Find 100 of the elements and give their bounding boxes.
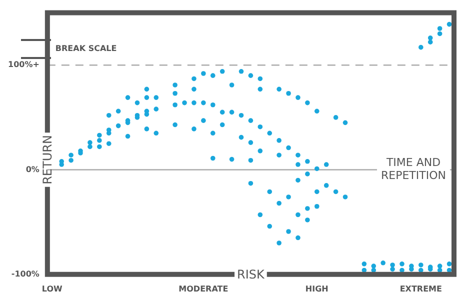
point [201,71,206,76]
point [229,156,234,162]
x-tick-label: LOW [42,284,63,294]
point [437,26,442,31]
point [428,36,433,40]
point [106,112,112,118]
point [258,86,263,92]
point [296,178,300,183]
point [286,90,291,96]
point [97,138,102,143]
point [296,95,300,100]
point [248,73,254,78]
point [172,122,178,128]
point [134,100,140,106]
point [182,100,187,106]
point [248,180,254,186]
point [286,229,291,234]
point [400,262,404,266]
point [154,106,159,112]
point [305,218,310,222]
point [276,152,282,158]
point [305,206,310,211]
point [446,22,452,27]
point [154,95,159,100]
point [380,260,386,266]
point [296,235,300,240]
point [116,108,121,114]
point [238,69,244,74]
point [220,69,225,74]
point [390,262,395,268]
x-axis-title: RISK [237,268,266,282]
point [437,264,442,268]
point [342,194,348,200]
point [248,118,254,123]
point [437,31,442,36]
point [258,212,263,218]
point [210,156,216,161]
point [88,140,92,145]
point [248,140,254,145]
point [305,158,310,164]
point [276,86,282,92]
point [267,224,272,229]
point [446,262,452,266]
point [428,40,433,44]
point [314,108,320,114]
y-axis-title: RETURN [40,135,55,184]
point [144,126,150,132]
point [258,124,263,130]
point [314,189,320,194]
point [201,100,206,106]
x-tick-label: EXTREME [400,284,442,294]
point [192,100,196,106]
point [296,162,300,167]
point [267,189,272,194]
point [276,240,282,246]
point [116,123,121,128]
point [192,86,196,92]
point [305,100,310,106]
point [362,262,367,266]
point [276,138,282,143]
point [220,110,225,115]
point [210,73,216,78]
point [144,95,150,100]
point [125,95,130,100]
y-tick-label: 0% [26,164,40,174]
point [97,132,102,138]
point [418,44,424,50]
point [68,158,74,163]
point [296,212,300,218]
point [276,200,282,206]
point [97,144,102,150]
point [154,130,159,136]
point [305,172,310,176]
point [201,118,206,123]
point [238,112,244,118]
point [409,264,414,268]
point [248,158,254,163]
point [210,102,216,108]
point [88,144,92,150]
point [238,134,244,140]
point [172,102,178,108]
x-tick-label: HIGH [305,284,328,294]
point [286,194,291,200]
point [144,86,150,92]
point [418,262,424,268]
point [192,126,196,132]
point [296,152,300,158]
point [172,82,178,88]
point [258,148,263,154]
point [258,76,263,82]
annotation: BREAK SCALE [55,44,117,54]
point [333,115,338,120]
point [220,122,225,128]
point [59,162,64,167]
point [371,264,376,268]
point [324,162,329,167]
point [172,90,178,96]
point [229,110,234,115]
point [68,152,74,158]
point [267,130,272,136]
